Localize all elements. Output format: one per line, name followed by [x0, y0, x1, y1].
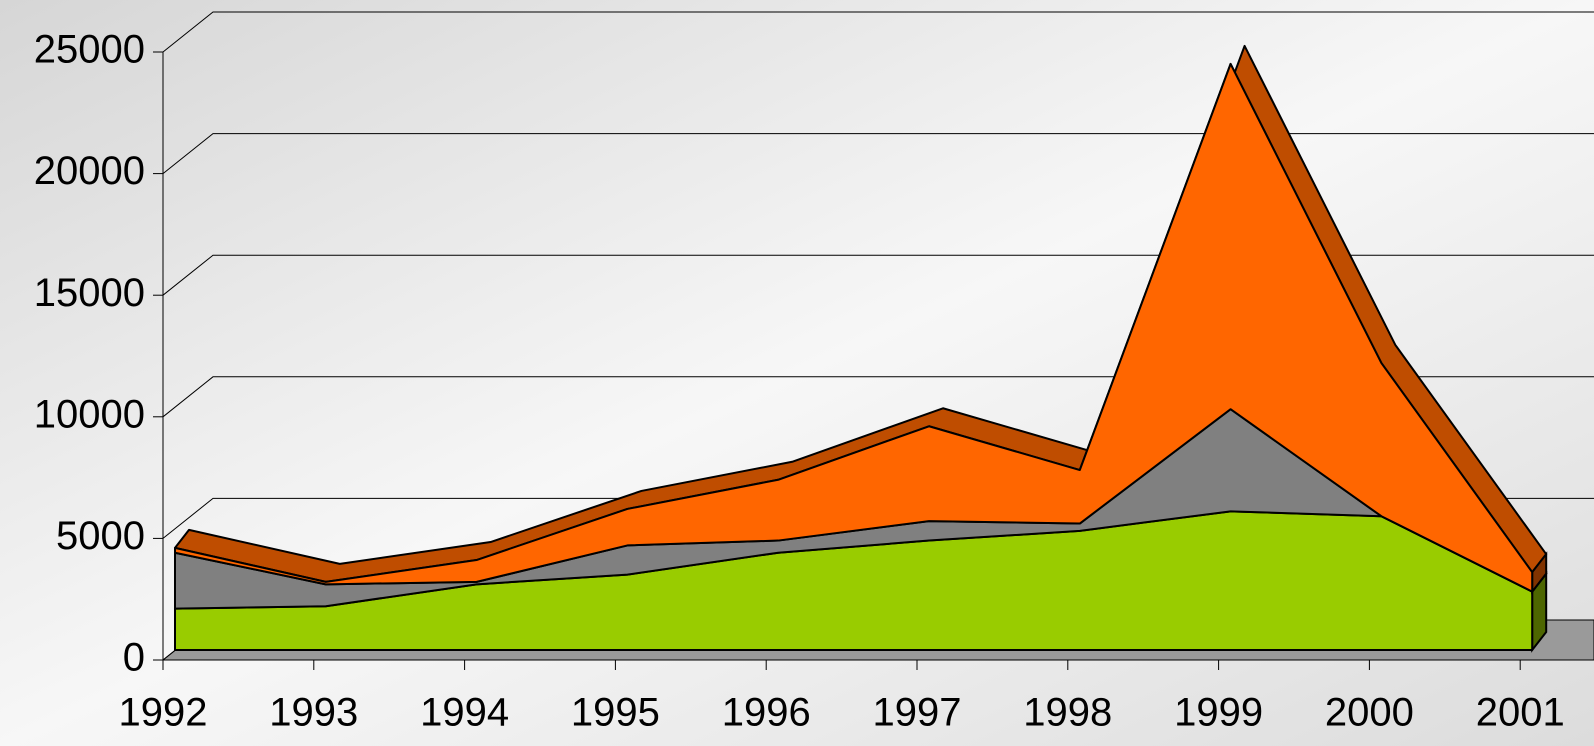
grid-line — [162, 11, 1594, 53]
x-tick-label: 1995 — [571, 691, 660, 735]
y-tick-label: 20000 — [34, 149, 145, 193]
area — [174, 62, 1534, 593]
grid-line — [162, 254, 1594, 296]
y-tick-label: 15000 — [34, 271, 145, 315]
x-tick-label: 2000 — [1325, 691, 1414, 735]
x-tick-label: 1998 — [1023, 691, 1112, 735]
y-tick-label: 10000 — [34, 392, 145, 436]
y-tick-label: 5000 — [56, 514, 145, 558]
x-tick-label: 1996 — [722, 691, 811, 735]
x-tick-label: 2001 — [1476, 691, 1565, 735]
x-tick-label: 1994 — [420, 691, 509, 735]
y-tick-label: 25000 — [34, 28, 145, 72]
x-tick-label: 1999 — [1174, 691, 1263, 735]
x-tick-label: 1993 — [269, 691, 358, 735]
grid-line — [162, 133, 1594, 174]
x-tick-label: 1997 — [873, 691, 962, 735]
x-tick-label: 1992 — [119, 691, 208, 735]
y-tick-label: 0 — [123, 636, 145, 680]
